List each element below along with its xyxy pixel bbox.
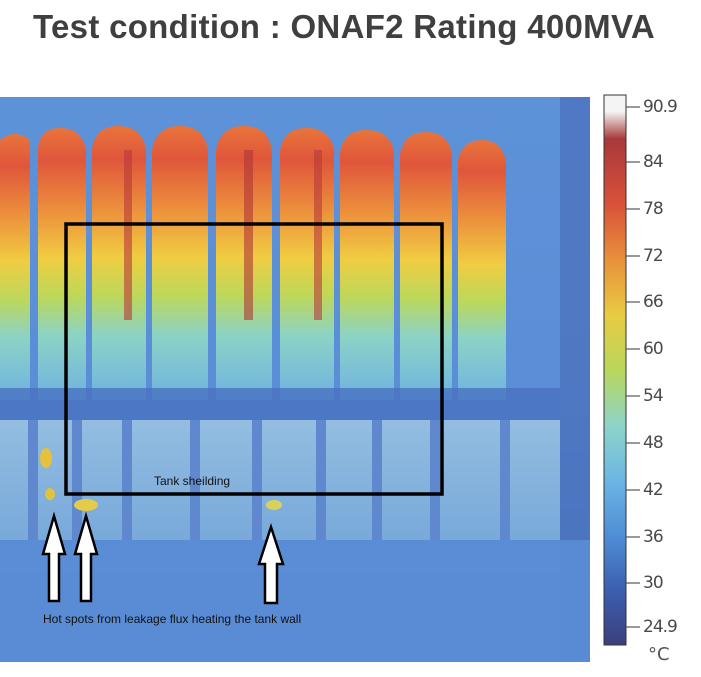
hot-spot-arrows bbox=[41, 511, 285, 605]
floor-region bbox=[0, 540, 590, 662]
radiator-fins bbox=[0, 126, 506, 400]
tank-shielding-label: Tank sheilding bbox=[154, 474, 231, 488]
dark-band bbox=[0, 388, 560, 420]
hot-spots-label: Hot spots from leakage flux heating the … bbox=[43, 612, 302, 626]
color-scale-bar bbox=[603, 94, 627, 646]
unit-label: °C bbox=[648, 644, 670, 665]
color-scale-ticks bbox=[626, 106, 640, 628]
lower-tank bbox=[0, 420, 560, 540]
hot-spots bbox=[40, 448, 282, 511]
arrow-1 bbox=[41, 511, 67, 603]
image-title: Test condition : ONAF2 Rating 400MVA bbox=[33, 8, 655, 45]
arrow-3 bbox=[257, 522, 285, 605]
arrow-2 bbox=[73, 511, 99, 603]
hot-streaks bbox=[124, 150, 322, 320]
tank-shielding-box bbox=[64, 222, 444, 496]
